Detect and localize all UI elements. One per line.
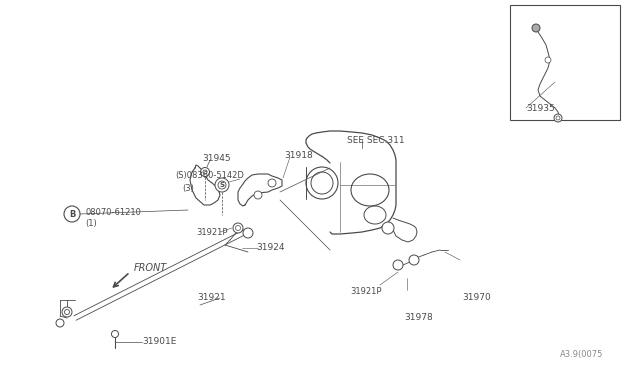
Circle shape	[233, 223, 243, 233]
Text: (S)08360-5142D: (S)08360-5142D	[175, 170, 244, 180]
Circle shape	[215, 178, 229, 192]
Circle shape	[65, 310, 70, 314]
Text: (3): (3)	[182, 183, 194, 192]
Circle shape	[62, 307, 72, 317]
Circle shape	[203, 170, 207, 174]
Circle shape	[545, 57, 551, 63]
Circle shape	[556, 116, 560, 120]
Circle shape	[200, 167, 209, 176]
Text: 31918: 31918	[284, 151, 313, 160]
Text: S: S	[220, 182, 225, 188]
Text: SEE SEC.311: SEE SEC.311	[347, 135, 404, 144]
Bar	[510, 5, 620, 120]
Text: FRONT: FRONT	[134, 263, 167, 273]
Text: 31970: 31970	[462, 294, 491, 302]
Circle shape	[382, 222, 394, 234]
Text: A3.9(0075: A3.9(0075	[560, 350, 604, 359]
Text: 31978: 31978	[404, 314, 433, 323]
Text: (1): (1)	[85, 218, 97, 228]
Text: 08070-61210: 08070-61210	[85, 208, 141, 217]
Circle shape	[56, 319, 64, 327]
Circle shape	[243, 228, 253, 238]
Circle shape	[554, 114, 562, 122]
Circle shape	[268, 179, 276, 187]
Text: 31924: 31924	[256, 244, 285, 253]
Circle shape	[393, 260, 403, 270]
Text: 31921P: 31921P	[350, 288, 381, 296]
Circle shape	[532, 24, 540, 32]
Text: 31935: 31935	[526, 103, 555, 112]
Circle shape	[218, 181, 226, 189]
Circle shape	[64, 206, 80, 222]
Circle shape	[254, 191, 262, 199]
Circle shape	[236, 225, 241, 231]
Circle shape	[409, 255, 419, 265]
Text: 31921P: 31921P	[196, 228, 227, 237]
Text: 31945: 31945	[202, 154, 230, 163]
Text: 31921: 31921	[197, 294, 226, 302]
Text: B: B	[69, 209, 75, 218]
Circle shape	[111, 330, 118, 337]
Text: 31901E: 31901E	[142, 337, 177, 346]
